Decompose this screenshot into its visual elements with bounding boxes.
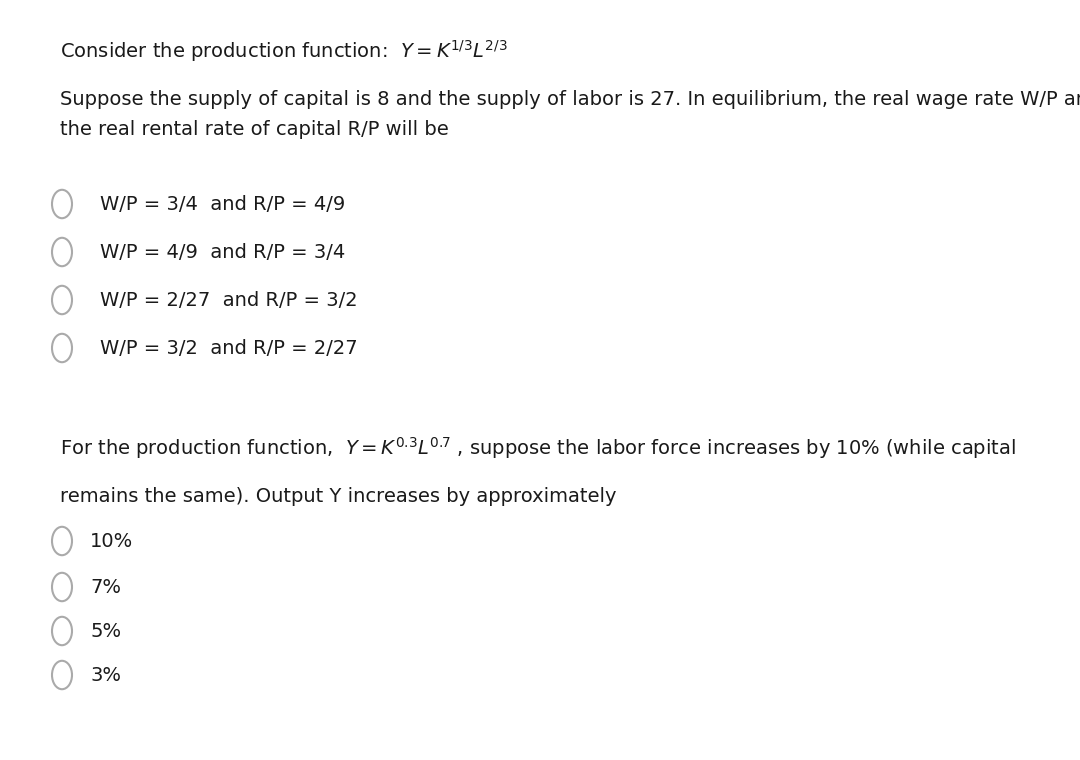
- Text: W/P = 3/4  and R/P = 4/9: W/P = 3/4 and R/P = 4/9: [100, 195, 346, 214]
- Text: W/P = 2/27  and R/P = 3/2: W/P = 2/27 and R/P = 3/2: [100, 291, 357, 310]
- Text: For the production function,  $Y = K^{0.3}L^{0.7}$ , suppose the labor force inc: For the production function, $Y = K^{0.3…: [60, 435, 1016, 461]
- Text: the real rental rate of capital R/P will be: the real rental rate of capital R/P will…: [60, 120, 449, 139]
- Text: 7%: 7%: [90, 578, 121, 597]
- Text: Consider the production function:  $Y = K^{1/3}L^{2/3}$: Consider the production function: $Y = K…: [60, 38, 508, 64]
- Text: W/P = 4/9  and R/P = 3/4: W/P = 4/9 and R/P = 3/4: [100, 243, 346, 262]
- Text: 10%: 10%: [90, 532, 133, 551]
- Text: W/P = 3/2  and R/P = 2/27: W/P = 3/2 and R/P = 2/27: [100, 339, 357, 358]
- Text: 5%: 5%: [90, 622, 121, 641]
- Text: Suppose the supply of capital is 8 and the supply of labor is 27. In equilibrium: Suppose the supply of capital is 8 and t…: [60, 90, 1080, 109]
- Text: 3%: 3%: [90, 666, 121, 685]
- Text: remains the same). Output Y increases by approximately: remains the same). Output Y increases by…: [60, 487, 617, 506]
